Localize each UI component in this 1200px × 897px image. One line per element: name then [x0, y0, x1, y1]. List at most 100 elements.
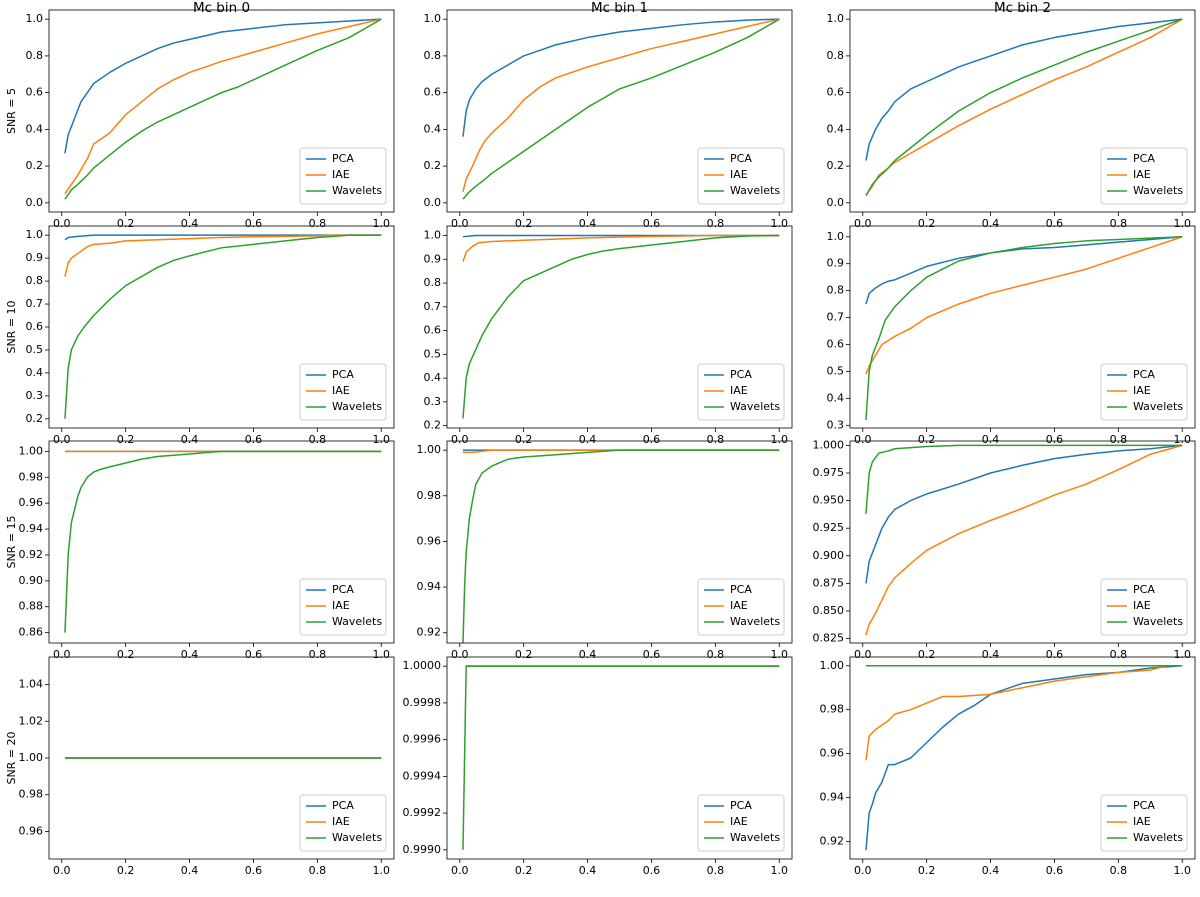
legend-box — [299, 363, 387, 421]
legend: PCA IAE Wavelets — [697, 363, 785, 421]
y-tick-label: 0.9990 — [403, 843, 442, 856]
legend: PCA IAE Wavelets — [697, 794, 785, 852]
x-tick-label: 0.2 — [515, 217, 533, 230]
y-tick-label: 1.00 — [19, 444, 44, 457]
legend-label-iae: IAE — [332, 599, 350, 612]
legend: PCA IAE Wavelets — [299, 794, 387, 852]
panel-r1-c0: 0.0 0.2 0.4 0.6 0.8 1.0 0.2 0.3 0.4 0.5 0.6 0.7 0.8 0… — [26, 225, 395, 446]
y-tick-label: 0.98 — [417, 489, 442, 502]
y-tick-label: 0.9992 — [403, 806, 442, 819]
x-tick-label: 0.8 — [1110, 433, 1128, 446]
x-tick-label: 0.4 — [982, 433, 1000, 446]
series-line-iae — [64, 18, 382, 195]
x-tick-label: 0.8 — [1110, 217, 1128, 230]
x-tick-label: 0.2 — [117, 433, 135, 446]
x-tick-label: 1.0 — [1173, 433, 1191, 446]
y-tick-label: 0.96 — [19, 824, 44, 837]
x-tick-label: 1.0 — [372, 433, 390, 446]
series-line-iae — [865, 665, 1183, 761]
x-tick-label: 0.8 — [707, 648, 725, 661]
panel-r3-c1: 0.0 0.2 0.4 0.6 0.8 1.0 0.9990 0.9992 0.9994 0.99… — [403, 656, 793, 877]
x-tick-label: 0.2 — [918, 433, 936, 446]
legend-box — [697, 578, 785, 636]
legend-label-wavelets: Wavelets — [1133, 400, 1183, 413]
legend-label-iae: IAE — [332, 168, 350, 181]
x-tick-label: 0.4 — [181, 433, 199, 446]
legend-label-wavelets: Wavelets — [1133, 831, 1183, 844]
y-tick-label: 0.8 — [827, 284, 845, 297]
y-tick-label: 0.8 — [26, 49, 44, 62]
legend-box — [299, 578, 387, 636]
y-tick-label: 0.5 — [26, 343, 44, 356]
x-tick-label: 0.2 — [117, 217, 135, 230]
y-tick-label: 0.4 — [26, 366, 44, 379]
x-tick-label: 1.0 — [770, 864, 788, 877]
x-tick-label: 0.6 — [245, 864, 263, 877]
row-label-0: SNR = 5 — [5, 88, 18, 134]
x-tick-label: 0.8 — [309, 217, 327, 230]
x-tick-label: 1.0 — [372, 217, 390, 230]
x-tick-label: 0.2 — [515, 648, 533, 661]
y-tick-label: 0.3 — [827, 418, 845, 431]
legend-box — [697, 794, 785, 852]
x-tick-label: 0.0 — [451, 648, 469, 661]
y-tick-label: 0.90 — [19, 574, 44, 587]
y-tick-label: 1.0 — [827, 12, 845, 25]
legend-label-pca: PCA — [332, 368, 354, 381]
panel-r2-c2: 0.0 0.2 0.4 0.6 0.8 1.0 0.825 0.850 0.875 0.900 0.… — [813, 438, 1196, 661]
y-tick-label: 0.3 — [26, 389, 44, 402]
y-tick-label: 0.98 — [19, 470, 44, 483]
x-tick-label: 0.6 — [1046, 217, 1064, 230]
series-line-wavelets — [462, 665, 780, 850]
x-tick-label: 0.6 — [245, 648, 263, 661]
series-line-wavelets — [865, 236, 1183, 420]
legend-label-wavelets: Wavelets — [332, 400, 382, 413]
y-tick-label: 0.9 — [424, 252, 442, 265]
y-tick-label: 0.9996 — [403, 733, 442, 746]
y-tick-label: 0.88 — [19, 600, 44, 613]
legend: PCA IAE Wavelets — [1100, 363, 1188, 421]
y-tick-label: 0.925 — [813, 521, 845, 534]
x-tick-label: 0.6 — [1046, 433, 1064, 446]
y-tick-label: 0.94 — [820, 791, 845, 804]
y-tick-label: 1.0 — [424, 229, 442, 242]
y-tick-label: 0.0 — [424, 196, 442, 209]
legend-label-pca: PCA — [1133, 799, 1155, 812]
axes-frame — [849, 225, 1196, 429]
series-line-pca — [64, 18, 382, 154]
legend-label-iae: IAE — [730, 384, 748, 397]
legend: PCA IAE Wavelets — [1100, 794, 1188, 852]
y-tick-label: 0.3 — [424, 395, 442, 408]
y-tick-label: 0.900 — [813, 549, 845, 562]
y-tick-label: 1.0000 — [403, 659, 442, 672]
y-tick-label: 1.00 — [820, 659, 845, 672]
legend-box — [1100, 794, 1188, 852]
legend-label-pca: PCA — [1133, 368, 1155, 381]
row-label-2: SNR = 15 — [5, 515, 18, 568]
x-tick-label: 0.0 — [451, 217, 469, 230]
series-line-wavelets — [64, 234, 382, 419]
x-tick-label: 0.6 — [643, 864, 661, 877]
legend-label-pca: PCA — [1133, 152, 1155, 165]
legend-box — [1100, 363, 1188, 421]
legend-label-pca: PCA — [1133, 583, 1155, 596]
panel-r2-c0: 0.0 0.2 0.4 0.6 0.8 1.0 0.86 0.88 0.90 0.92 0.94 0.… — [19, 440, 395, 661]
series-line-iae — [462, 18, 780, 192]
y-tick-label: 0.5 — [827, 364, 845, 377]
legend-label-wavelets: Wavelets — [1133, 615, 1183, 628]
column-title-1: Mc bin 1 — [591, 0, 648, 16]
x-tick-label: 0.8 — [707, 864, 725, 877]
y-tick-label: 0.4 — [827, 122, 845, 135]
legend-box — [1100, 147, 1188, 205]
x-tick-label: 0.0 — [53, 433, 71, 446]
y-tick-label: 0.0 — [827, 196, 845, 209]
x-tick-label: 0.0 — [854, 864, 872, 877]
panel-r2-c1: 0.0 0.2 0.4 0.6 0.8 1.0 0.92 0.94 0.96 0.98 1.00 PC… — [417, 440, 793, 661]
x-tick-label: 0.0 — [854, 433, 872, 446]
y-tick-label: 0.92 — [19, 548, 44, 561]
y-tick-label: 1.04 — [19, 678, 44, 691]
x-tick-label: 0.6 — [1046, 864, 1064, 877]
y-tick-label: 0.8 — [424, 276, 442, 289]
y-tick-label: 0.4 — [827, 391, 845, 404]
legend: PCA IAE Wavelets — [697, 147, 785, 205]
